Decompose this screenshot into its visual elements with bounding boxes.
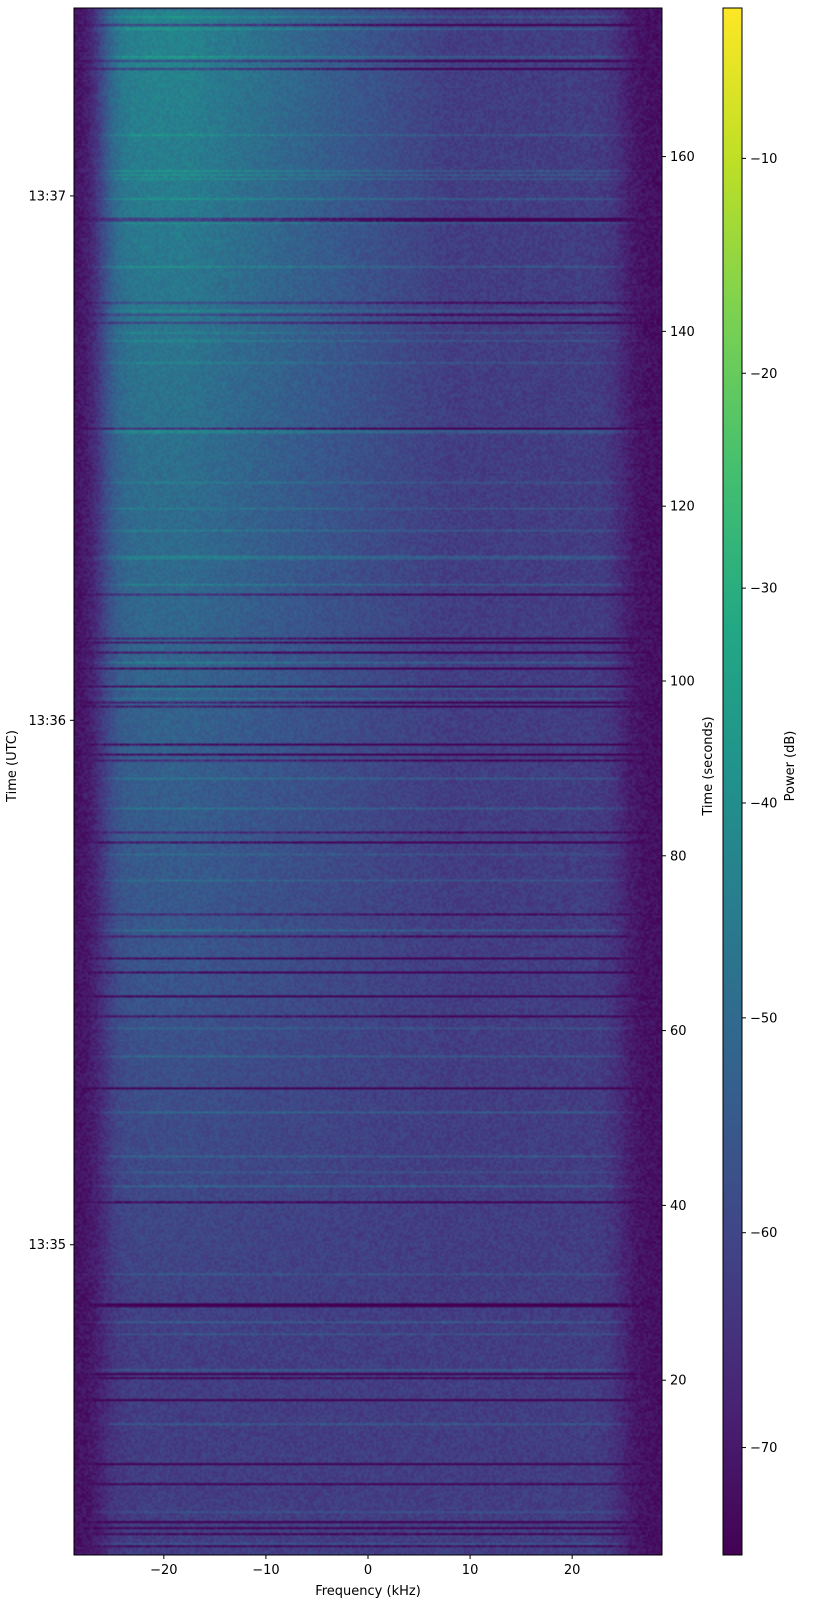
x-tick-label: −20 [150, 1563, 177, 1578]
y-right-tick-label: 100 [670, 674, 695, 689]
y-left-tick-label: 13:36 [29, 714, 66, 729]
y-right-tick-label: 160 [670, 150, 695, 165]
y-left-tick-label: 13:35 [29, 1238, 66, 1253]
y-right-tick-label: 120 [670, 500, 695, 515]
colorbar-label: Power (dB) [783, 731, 798, 802]
colorbar-tick-label: −20 [750, 367, 777, 382]
y-right-tick-label: 20 [670, 1374, 687, 1389]
y-right-tick-label: 60 [670, 1024, 687, 1039]
colorbar-tick-label: −50 [750, 1011, 777, 1026]
y-right-tick-label: 80 [670, 849, 687, 864]
y-axis-left: 13:35 13:36 13:37 [29, 189, 74, 1253]
x-tick-label: 0 [364, 1563, 372, 1578]
colorbar-tick-label: −70 [750, 1441, 777, 1456]
colorbar-tick-label: −10 [750, 152, 777, 167]
colorbar-tick-label: −60 [750, 1226, 777, 1241]
y-right-tick-label: 140 [670, 325, 695, 340]
y-axis-left-label: Time (UTC) [5, 730, 20, 803]
x-axis-label: Frequency (kHz) [315, 1584, 421, 1599]
colorbar-tick-label: −40 [750, 796, 777, 811]
colorbar-tick-label: −30 [750, 582, 777, 597]
colorbar [722, 7, 743, 1556]
x-axis: −20 −10 0 10 20 [150, 1555, 580, 1578]
y-right-tick-label: 40 [670, 1199, 687, 1214]
x-tick-label: −10 [252, 1563, 279, 1578]
y-axis-right-label: Time (seconds) [701, 716, 716, 816]
x-tick-label: 20 [564, 1563, 581, 1578]
spectrogram-image [74, 8, 662, 1555]
y-left-tick-label: 13:37 [29, 189, 66, 204]
y-axis-right: 20 40 60 80 100 120 140 160 [662, 150, 695, 1389]
x-tick-label: 10 [462, 1563, 479, 1578]
colorbar-axis: −70 −60 −50 −40 −30 −20 −10 [742, 152, 777, 1456]
